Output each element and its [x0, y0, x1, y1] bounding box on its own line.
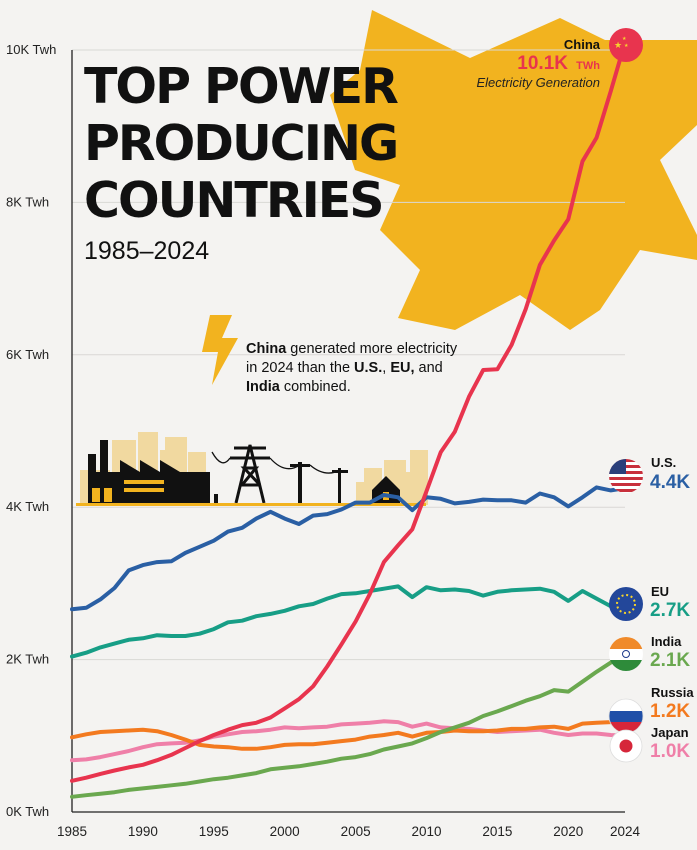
x-tick-label: 2005 [341, 824, 371, 839]
annotation-india-bold: India [246, 379, 281, 395]
annotation-line-3-rest: combined. [280, 379, 351, 395]
series-line-us [70, 485, 627, 612]
label-india-value: 2.1K [650, 650, 690, 671]
annotation-china-bold: China [246, 341, 287, 357]
x-tick-label: 2020 [553, 824, 583, 839]
chart-subtitle: 1985–2024 [84, 237, 209, 265]
label-us-name: U.S. [651, 455, 676, 470]
annotation-line-1-rest: generated more electricity [286, 341, 458, 357]
y-tick-label: 8K Twh [6, 194, 49, 209]
x-tick-label: 2000 [270, 824, 300, 839]
label-japan-name: Japan [651, 725, 689, 740]
y-tick-label: 4K Twh [6, 499, 49, 514]
y-tick-label: 6K Twh [6, 347, 49, 362]
chart-title-line-2: PRODUCING [84, 115, 397, 172]
russia-flag-icon [608, 698, 644, 734]
annotation-line-2-b: , [382, 360, 390, 376]
x-tick-label: 1990 [128, 824, 158, 839]
label-russia-name: Russia [651, 685, 694, 700]
label-japan-value: 1.0K [650, 741, 690, 762]
chart-title-line-1: TOP POWER [84, 58, 398, 115]
china-flag-icon: ★ ★ ★ [609, 28, 643, 62]
x-tick-labels: 1985 1990 1995 2000 2005 2010 2015 2020 2024 [57, 824, 641, 839]
svg-text:★: ★ [624, 43, 629, 49]
eu-flag-icon [609, 587, 643, 621]
label-china-sublabel: Electricity Generation [476, 75, 600, 90]
y-tick-label: 10K Twh [6, 42, 56, 57]
label-china-name: China [564, 37, 601, 52]
india-flag-icon [609, 637, 643, 671]
label-china-value: 10.1K [517, 53, 568, 74]
x-tick-label: 1995 [199, 824, 229, 839]
y-tick-label: 0K Twh [6, 804, 49, 819]
svg-text:★: ★ [622, 36, 627, 42]
x-tick-label: 2015 [482, 824, 512, 839]
y-tick-label: 2K Twh [6, 652, 49, 667]
annotation-line-1: China generated more electricity [246, 341, 458, 357]
x-tick-label: 2010 [411, 824, 441, 839]
x-tick-label: 2024 [610, 824, 641, 839]
label-china-unit: TWh [576, 60, 600, 72]
annotation-line-2-c: and [414, 360, 442, 376]
series-line-india [70, 653, 627, 799]
annotation-line-2: in 2024 than the U.S., EU, and [246, 360, 443, 376]
series-line-china [70, 40, 627, 783]
label-us-value: 4.4K [650, 472, 690, 493]
annotation-line-3: India combined. [246, 379, 351, 395]
annotation-eu-bold: EU, [390, 360, 414, 376]
us-flag-icon [609, 459, 643, 493]
annotation-line-2-a: in 2024 than the [246, 360, 354, 376]
series-line-eu [70, 584, 627, 659]
label-eu-name: EU [651, 584, 669, 599]
label-india-name: India [651, 634, 682, 649]
japan-flag-icon [609, 729, 643, 763]
chart-title-line-3: COUNTRIES [84, 172, 383, 229]
svg-text:★: ★ [614, 41, 622, 51]
y-tick-labels: 0K Twh 2K Twh 4K Twh 6K Twh 8K Twh 10K Twh [6, 42, 56, 819]
annotation-us-bold: U.S. [354, 360, 382, 376]
power-infrastructure-illustration [76, 432, 428, 506]
series-line-russia [70, 718, 627, 751]
x-tick-label: 1985 [57, 824, 87, 839]
series-lines [70, 40, 627, 799]
sun-burst-decoration [330, 10, 697, 330]
label-eu-value: 2.7K [650, 600, 690, 621]
label-russia-value: 1.2K [650, 701, 690, 722]
lightning-bolt-icon [202, 315, 238, 385]
